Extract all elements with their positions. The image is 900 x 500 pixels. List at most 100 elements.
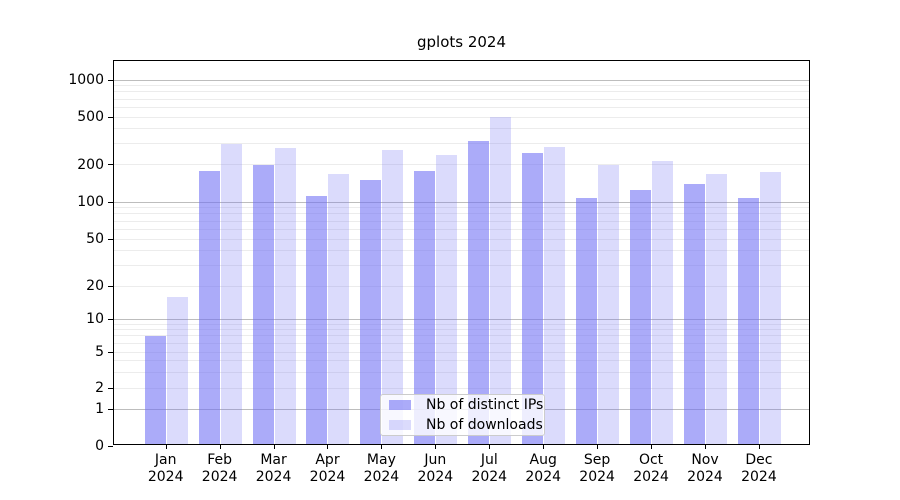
y-tick-10 xyxy=(108,318,113,320)
x-tick-jun xyxy=(435,444,437,449)
bar-downloads-apr xyxy=(328,173,350,444)
minor-gridline xyxy=(114,116,809,118)
minor-gridline xyxy=(114,220,809,222)
bar-downloads-jul xyxy=(490,117,512,444)
bar-downloads-oct xyxy=(652,161,674,444)
minor-gridline xyxy=(114,142,809,144)
bar-downloads-jun xyxy=(436,155,458,444)
minor-gridline xyxy=(114,98,809,100)
y-tick-200 xyxy=(108,164,113,165)
major-gridline xyxy=(114,79,809,81)
minor-gridline xyxy=(114,207,809,209)
minor-gridline xyxy=(114,360,809,362)
x-tick-aug xyxy=(543,444,545,449)
y-tick-label-5: 5 xyxy=(95,344,104,360)
legend-label-downloads: Nb of downloads xyxy=(426,417,543,433)
x-tick-jul xyxy=(489,444,491,449)
x-tick-label-oct: Oct 2024 xyxy=(633,452,669,485)
y-tick-label-1: 1 xyxy=(95,401,104,417)
minor-gridline xyxy=(114,342,809,344)
x-tick-label-mar: Mar 2024 xyxy=(255,452,292,485)
x-tick-dec xyxy=(758,444,760,449)
minor-gridline xyxy=(114,238,809,240)
chart-title: gplots 2024 xyxy=(416,33,507,51)
bar-distinct-ips-sep xyxy=(576,197,598,444)
legend-item-downloads: Nb of downloads xyxy=(387,417,543,433)
minor-gridline xyxy=(114,85,809,87)
minor-gridline xyxy=(114,91,809,93)
bar-distinct-ips-nov xyxy=(684,184,705,444)
x-tick-jan xyxy=(165,444,167,449)
minor-gridline xyxy=(114,371,809,373)
y-tick-1 xyxy=(108,408,113,410)
bar-downloads-dec xyxy=(759,172,781,444)
minor-gridline xyxy=(114,213,809,215)
minor-gridline xyxy=(114,106,809,108)
legend-item-distinct-ips: Nb of distinct IPs xyxy=(387,397,543,413)
x-tick-label-sep: Sep 2024 xyxy=(579,452,615,485)
x-tick-may xyxy=(381,444,383,449)
minor-gridline xyxy=(114,323,809,325)
y-tick-label-200: 200 xyxy=(77,156,104,173)
bar-downloads-feb xyxy=(220,144,242,444)
y-tick-label-2: 2 xyxy=(95,380,104,396)
x-tick-label-jan: Jan 2024 xyxy=(147,452,184,485)
y-tick-5 xyxy=(108,351,113,353)
legend: Nb of distinct IPs Nb of downloads xyxy=(380,394,545,436)
y-tick-label-50: 50 xyxy=(86,231,104,247)
x-tick-label-jul: Jul 2024 xyxy=(471,452,508,485)
y-tick-2 xyxy=(108,387,113,389)
y-tick-label-100: 100 xyxy=(77,194,104,210)
bar-downloads-nov xyxy=(706,173,727,444)
bar-distinct-ips-may xyxy=(360,180,382,444)
y-tick-100 xyxy=(108,201,113,203)
x-tick-label-feb: Feb 2024 xyxy=(201,452,238,485)
x-tick-label-nov: Nov 2024 xyxy=(687,452,723,485)
minor-gridline xyxy=(114,387,809,389)
minor-gridline xyxy=(114,285,809,287)
x-tick-label-apr: Apr 2024 xyxy=(309,452,346,485)
x-tick-label-may: May 2024 xyxy=(363,452,400,485)
bar-distinct-ips-jul xyxy=(468,141,490,444)
x-tick-apr xyxy=(327,444,329,449)
bar-distinct-ips-apr xyxy=(306,196,328,444)
minor-gridline xyxy=(114,351,809,353)
y-tick-50 xyxy=(108,238,113,240)
y-tick-20 xyxy=(108,285,113,287)
x-tick-nov xyxy=(705,444,706,449)
bar-distinct-ips-dec xyxy=(737,197,759,444)
bar-distinct-ips-jan xyxy=(144,335,166,444)
x-tick-label-jun: Jun 2024 xyxy=(417,452,454,485)
y-tick-label-500: 500 xyxy=(77,109,104,125)
legend-label-distinct-ips: Nb of distinct IPs xyxy=(426,397,544,413)
y-tick-500 xyxy=(108,116,113,118)
y-tick-0 xyxy=(108,445,113,447)
y-tick-label-20: 20 xyxy=(86,278,104,294)
bar-distinct-ips-feb xyxy=(198,170,220,444)
x-tick-label-dec: Dec 2024 xyxy=(741,452,777,485)
plot-area: Nb of distinct IPs Nb of downloads Jan 2… xyxy=(68,60,810,485)
y-tick-label-1000: 1000 xyxy=(68,72,104,88)
minor-gridline xyxy=(114,228,809,230)
major-gridline xyxy=(114,201,809,203)
minor-gridline xyxy=(114,335,809,337)
legend-swatch-distinct-ips xyxy=(389,400,411,410)
bar-downloads-jan xyxy=(166,296,188,444)
x-tick-mar xyxy=(273,444,275,449)
bar-downloads-sep xyxy=(598,165,620,444)
x-tick-feb xyxy=(219,444,221,449)
bar-distinct-ips-oct xyxy=(630,189,652,444)
bar-downloads-aug xyxy=(544,147,566,444)
x-tick-sep xyxy=(597,444,599,449)
bar-downloads-may xyxy=(382,150,404,444)
y-tick-1000 xyxy=(108,79,113,81)
major-gridline xyxy=(114,318,809,320)
bar-distinct-ips-mar xyxy=(252,164,274,444)
y-tick-label-10: 10 xyxy=(86,311,104,327)
bar-distinct-ips-aug xyxy=(522,152,544,444)
y-tick-label-0: 0 xyxy=(95,438,104,454)
x-tick-oct xyxy=(651,444,653,449)
bar-downloads-mar xyxy=(274,147,296,444)
legend-swatch-downloads xyxy=(389,420,411,430)
